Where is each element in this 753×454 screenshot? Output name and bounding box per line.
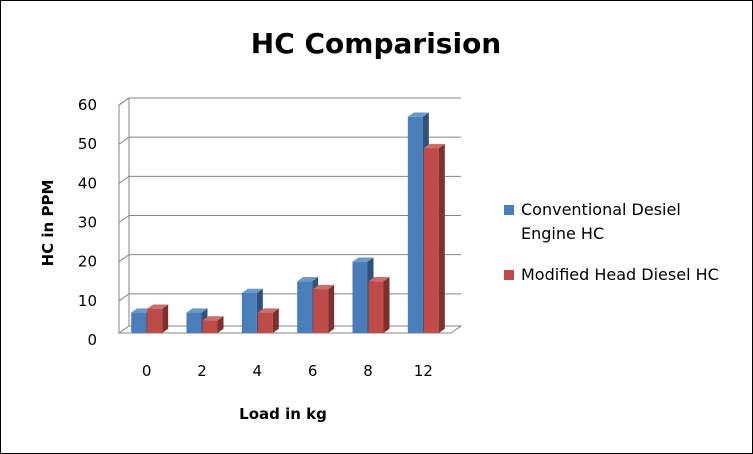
x-tick-label: 12 — [414, 362, 433, 380]
bar-side — [217, 316, 224, 333]
gridline — [118, 175, 461, 184]
bar-front — [202, 320, 218, 333]
legend-item: Modified Head Diesel HC — [504, 265, 719, 284]
bar-front — [186, 312, 202, 333]
bar-top — [241, 288, 263, 293]
y-tick-label: 30 — [78, 214, 97, 232]
bar — [257, 308, 279, 333]
bar-top — [368, 277, 390, 282]
legend-swatch — [504, 205, 514, 215]
bar-front — [147, 308, 163, 333]
bar-top — [186, 308, 208, 313]
y-tick-label: 60 — [78, 96, 97, 114]
chart-title: HC Comparision — [251, 27, 501, 60]
x-tick-label: 8 — [363, 362, 373, 380]
bar-side — [162, 304, 169, 333]
bar-side — [272, 308, 279, 333]
x-tick-label: 6 — [308, 362, 318, 380]
gridline — [118, 97, 461, 106]
bars — [131, 112, 445, 333]
legend-label: Modified Head Diesel HC — [521, 265, 719, 284]
x-tick-label: 0 — [142, 362, 152, 380]
bar-top — [423, 143, 445, 149]
bar-front — [313, 289, 329, 333]
bar — [368, 277, 390, 333]
y-tick-label: 50 — [78, 135, 97, 153]
legend-item: Conventional Desiel Engine HC — [504, 200, 681, 243]
bar-front — [297, 281, 313, 333]
bar-front — [423, 148, 439, 333]
bar-front — [241, 293, 257, 333]
bar-side — [383, 277, 390, 333]
bar-top — [147, 304, 169, 309]
bar-top — [352, 257, 374, 262]
legend: Conventional Desiel Engine HC Modified Hea… — [504, 200, 719, 284]
bar-side — [438, 143, 445, 333]
bar-top — [407, 112, 429, 117]
bar-top — [257, 308, 279, 313]
y-tick-label: 10 — [78, 292, 97, 310]
y-tick-label: 0 — [87, 331, 97, 349]
legend-label: Conventional Desiel Engine HC — [521, 200, 681, 243]
y-axis-title: HC in PPM — [39, 180, 57, 267]
x-tick-label: 2 — [197, 362, 207, 380]
bar-top — [131, 308, 153, 313]
bar-front — [407, 116, 423, 333]
y-tick-label: 20 — [78, 253, 97, 271]
gridline — [118, 254, 461, 263]
bar-front — [257, 312, 273, 333]
bar-top — [297, 277, 319, 282]
bar — [147, 304, 169, 333]
x-tick-labels: 0 2 4 6 8 12 — [142, 362, 433, 380]
x-tick-label: 4 — [253, 362, 263, 380]
y-tick-labels: 0 10 20 30 40 50 60 — [78, 96, 97, 349]
y-tick-label: 40 — [78, 174, 97, 192]
gridline — [118, 293, 461, 302]
bar-top — [202, 316, 224, 321]
bar-front — [131, 312, 147, 333]
bar — [202, 316, 224, 333]
bar-front — [352, 261, 368, 333]
bar-front — [368, 281, 384, 333]
bar-top — [313, 284, 335, 290]
bar — [423, 143, 445, 333]
bar-side — [328, 284, 335, 333]
gridlines — [118, 97, 461, 302]
legend-swatch — [504, 270, 514, 280]
gridline — [118, 136, 461, 145]
bar — [313, 284, 335, 333]
gridline — [118, 215, 461, 223]
x-axis-title: Load in kg — [239, 405, 327, 423]
